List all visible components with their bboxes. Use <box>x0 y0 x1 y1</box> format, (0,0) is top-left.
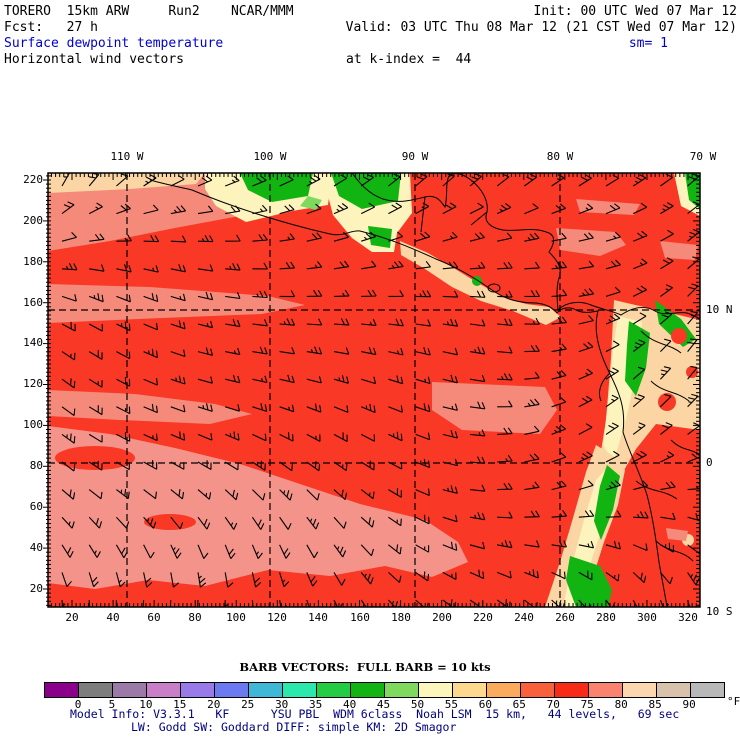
colorbar-cell <box>418 683 452 697</box>
colorbar-tick-label: 25 <box>241 698 255 711</box>
model-title: TORERO 15km ARW Run2 NCAR/MMM <box>4 4 294 19</box>
axis-label-left: 60 <box>29 500 43 513</box>
axis-label-top: 100 W <box>253 150 287 163</box>
colorbar-tick-label: 20 <box>207 698 221 711</box>
axis-label-bottom: 160 <box>350 611 370 624</box>
colorbar-tick-label: 40 <box>342 698 357 711</box>
axis-label-bottom: 40 <box>106 611 120 624</box>
axis-label-left: 100 <box>23 418 43 431</box>
axis-label-bottom: 60 <box>147 611 161 624</box>
axis-label-bottom: 180 <box>391 611 411 624</box>
colorbar-tick-label: 50 <box>410 698 425 711</box>
axis-label-bottom: 100 <box>226 611 246 624</box>
colorbar-tick-label: 90 <box>682 698 696 711</box>
colorbar-cell <box>588 683 622 697</box>
dewpoint-field <box>48 173 700 607</box>
field-title: Surface dewpoint temperature <box>4 36 224 51</box>
colorbar-tick-label: 10 <box>139 698 153 711</box>
coastlines <box>149 173 700 607</box>
colorbar-cell <box>316 683 350 697</box>
colorbar-cell <box>180 683 214 697</box>
colorbar-cell <box>350 683 384 697</box>
axis-label-top: 110 W <box>110 150 144 163</box>
valid-time: Valid: 03 UTC Thu 08 Mar 12 (21 CST Wed … <box>345 20 737 35</box>
map-frame <box>47 172 701 608</box>
colorbar-cell <box>622 683 656 697</box>
barb-legend-text: BARB VECTORS: FULL BARB = 10 kts <box>239 660 491 674</box>
colorbar-cell <box>486 683 520 697</box>
axis-label-left: 200 <box>23 214 43 227</box>
axis-label-bottom: 80 <box>188 611 202 624</box>
colorbar-cell <box>452 683 486 697</box>
smooth-label: sm= 1 <box>628 36 668 51</box>
axis-label-bottom: 220 <box>473 611 493 624</box>
axis-label-top: 70 W <box>689 150 717 163</box>
colorbar-tick-label: 15 <box>173 698 187 711</box>
colorbar-cell <box>78 683 112 697</box>
lat-lon-grid <box>48 173 700 607</box>
axis-label-bottom: 320 <box>678 611 698 624</box>
forecast-hour: Fcst: 27 h <box>4 20 98 35</box>
colorbar-cell <box>146 683 180 697</box>
axis-label-bottom: 300 <box>637 611 657 624</box>
colorbar-tick-label: 0 <box>74 698 82 711</box>
colorbar-cell <box>656 683 690 697</box>
axis-label-left: 220 <box>23 173 43 186</box>
axis-label-bottom: 260 <box>555 611 575 624</box>
model-info-line2: LW: Godd SW: Goddard DIFF: simple KM: 2D… <box>131 720 457 734</box>
colorbar-cell <box>554 683 588 697</box>
colorbar-unit: °F <box>727 695 740 708</box>
axis-label-left: 140 <box>23 336 43 349</box>
colorbar-tick-label: 80 <box>614 698 628 711</box>
model-info-line1: Model Info: V3.3.1 KF YSU PBL WDM 6class… <box>70 707 680 721</box>
colorbar-cell <box>45 683 78 697</box>
colorbar <box>44 682 725 698</box>
colorbar-tick-label: 85 <box>648 698 662 711</box>
colorbar-tick-label: 70 <box>546 698 560 711</box>
axis-label-top: 80 W <box>546 150 574 163</box>
axis-label-bottom: 280 <box>596 611 616 624</box>
axis-label-bottom: 140 <box>308 611 328 624</box>
axis-label-bottom: 120 <box>267 611 287 624</box>
colorbar-cell <box>384 683 418 697</box>
colorbar-cell <box>214 683 248 697</box>
colorbar-cell <box>112 683 146 697</box>
colorbar-tick-label: 65 <box>512 698 526 711</box>
colorbar-tick-label: 30 <box>275 698 289 711</box>
colorbar-tick-label: 35 <box>308 698 323 711</box>
axis-label-bottom: 20 <box>65 611 79 624</box>
axis-label-top: 90 W <box>401 150 429 163</box>
k-index-label: at k-index = 44 <box>346 52 472 67</box>
colorbar-tick-label: 5 <box>108 698 116 711</box>
axis-label-right: 0 <box>706 456 713 469</box>
vector-title: Horizontal wind vectors <box>4 52 185 67</box>
colorbar-tick-label: 55 <box>444 698 459 711</box>
axis-label-bottom: 240 <box>514 611 534 624</box>
axis-label-right: 10 N <box>706 303 733 316</box>
axis-label-left: 80 <box>29 459 43 472</box>
axis-label-left: 40 <box>29 541 43 554</box>
colorbar-tick-label: 75 <box>580 698 594 711</box>
axis-label-left: 120 <box>23 377 43 390</box>
axis-label-left: 180 <box>23 255 43 268</box>
colorbar-tick-label: 45 <box>376 698 391 711</box>
colorbar-cell <box>282 683 316 697</box>
colorbar-cell <box>248 683 282 697</box>
axis-label-left: 20 <box>29 582 43 595</box>
colorbar-cell <box>690 683 724 697</box>
axis-label-bottom: 200 <box>432 611 452 624</box>
colorbar-tick-label: 60 <box>478 698 493 711</box>
init-time: Init: 00 UTC Wed 07 Mar 12 <box>533 4 738 19</box>
axis-label-right: 10 S <box>706 605 733 618</box>
axis-label-left: 160 <box>23 296 43 309</box>
colorbar-cell <box>520 683 554 697</box>
